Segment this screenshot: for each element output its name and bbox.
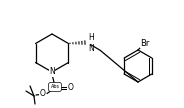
Text: Abs: Abs bbox=[50, 84, 59, 90]
Text: O: O bbox=[40, 89, 45, 98]
Text: Br: Br bbox=[140, 39, 149, 48]
Text: N: N bbox=[49, 68, 55, 76]
Text: N: N bbox=[89, 44, 94, 53]
Text: H: H bbox=[89, 33, 94, 42]
Text: O: O bbox=[68, 83, 73, 92]
